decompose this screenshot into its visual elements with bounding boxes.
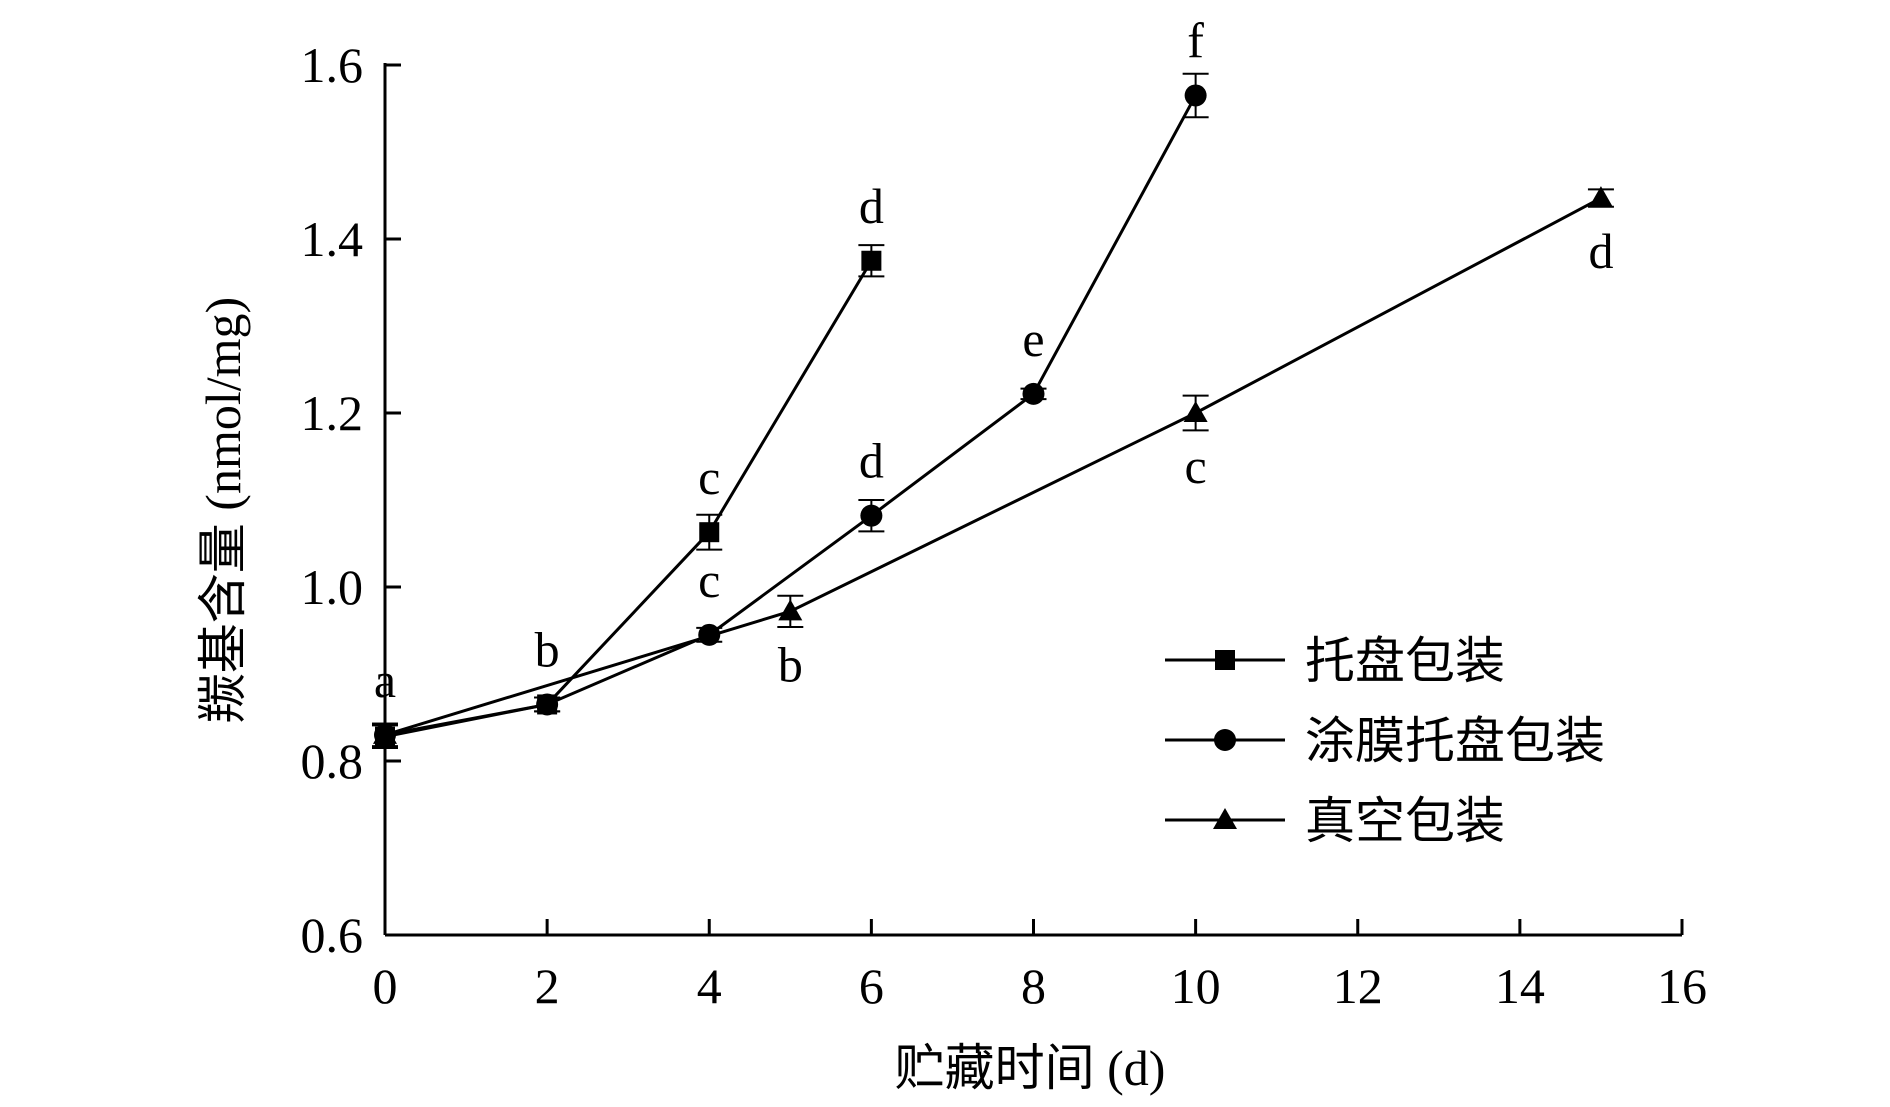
- significance-label: d: [1588, 223, 1613, 279]
- legend-label: 真空包装: [1305, 793, 1505, 849]
- x-tick-label: 8: [1021, 958, 1046, 1014]
- series-1: [372, 244, 885, 749]
- series-3: [372, 186, 1614, 748]
- legend-label: 托盘包装: [1305, 633, 1505, 689]
- y-axis-title: 羰基含量 (nmol/mg): [195, 297, 251, 723]
- significance-label: c: [698, 449, 720, 505]
- x-axis-title: 贮藏时间 (d): [895, 1040, 1166, 1096]
- y-tick-label: 1.0: [301, 559, 364, 615]
- y-tick-label: 1.2: [301, 385, 364, 441]
- significance-label: b: [535, 621, 560, 677]
- x-tick-label: 2: [535, 958, 560, 1014]
- significance-label: d: [859, 433, 884, 489]
- data-point: [699, 522, 720, 543]
- legend-item: 涂膜托盘包装: [1165, 713, 1605, 769]
- data-point: [1022, 382, 1045, 405]
- significance-label: f: [1187, 12, 1204, 68]
- significance-label: a: [374, 652, 396, 708]
- y-tick-label: 1.4: [301, 211, 364, 267]
- x-tick-label: 0: [373, 958, 398, 1014]
- data-point: [536, 693, 559, 716]
- data-point: [861, 250, 882, 271]
- data-point: [373, 722, 397, 744]
- significance-label: b: [778, 636, 803, 692]
- y-tick-label: 1.6: [301, 37, 364, 93]
- significance-label: c: [698, 552, 720, 608]
- data-point: [778, 599, 803, 621]
- x-tick-label: 6: [859, 958, 884, 1014]
- data-point: [860, 504, 883, 527]
- legend-item: 托盘包装: [1165, 633, 1505, 689]
- significance-label: d: [859, 178, 884, 234]
- legend-marker: [1213, 808, 1237, 829]
- legend-label: 涂膜托盘包装: [1305, 713, 1605, 769]
- legend-item: 真空包装: [1165, 793, 1505, 849]
- y-tick-label: 0.6: [301, 907, 364, 963]
- legend-marker: [1214, 729, 1236, 751]
- data-point: [1183, 401, 1208, 422]
- x-tick-label: 16: [1657, 958, 1707, 1014]
- x-tick-label: 14: [1495, 958, 1545, 1014]
- x-tick-label: 4: [697, 958, 722, 1014]
- x-tick-label: 10: [1171, 958, 1221, 1014]
- series-line: [384, 94, 1197, 737]
- series-line: [384, 196, 1602, 737]
- significance-label: e: [1022, 311, 1044, 367]
- significance-label: c: [1185, 438, 1207, 494]
- y-tick-label: 0.8: [301, 733, 364, 789]
- data-point: [1184, 84, 1207, 107]
- legend-marker: [1215, 650, 1235, 670]
- data-point: [1588, 186, 1613, 208]
- x-tick-label: 12: [1333, 958, 1383, 1014]
